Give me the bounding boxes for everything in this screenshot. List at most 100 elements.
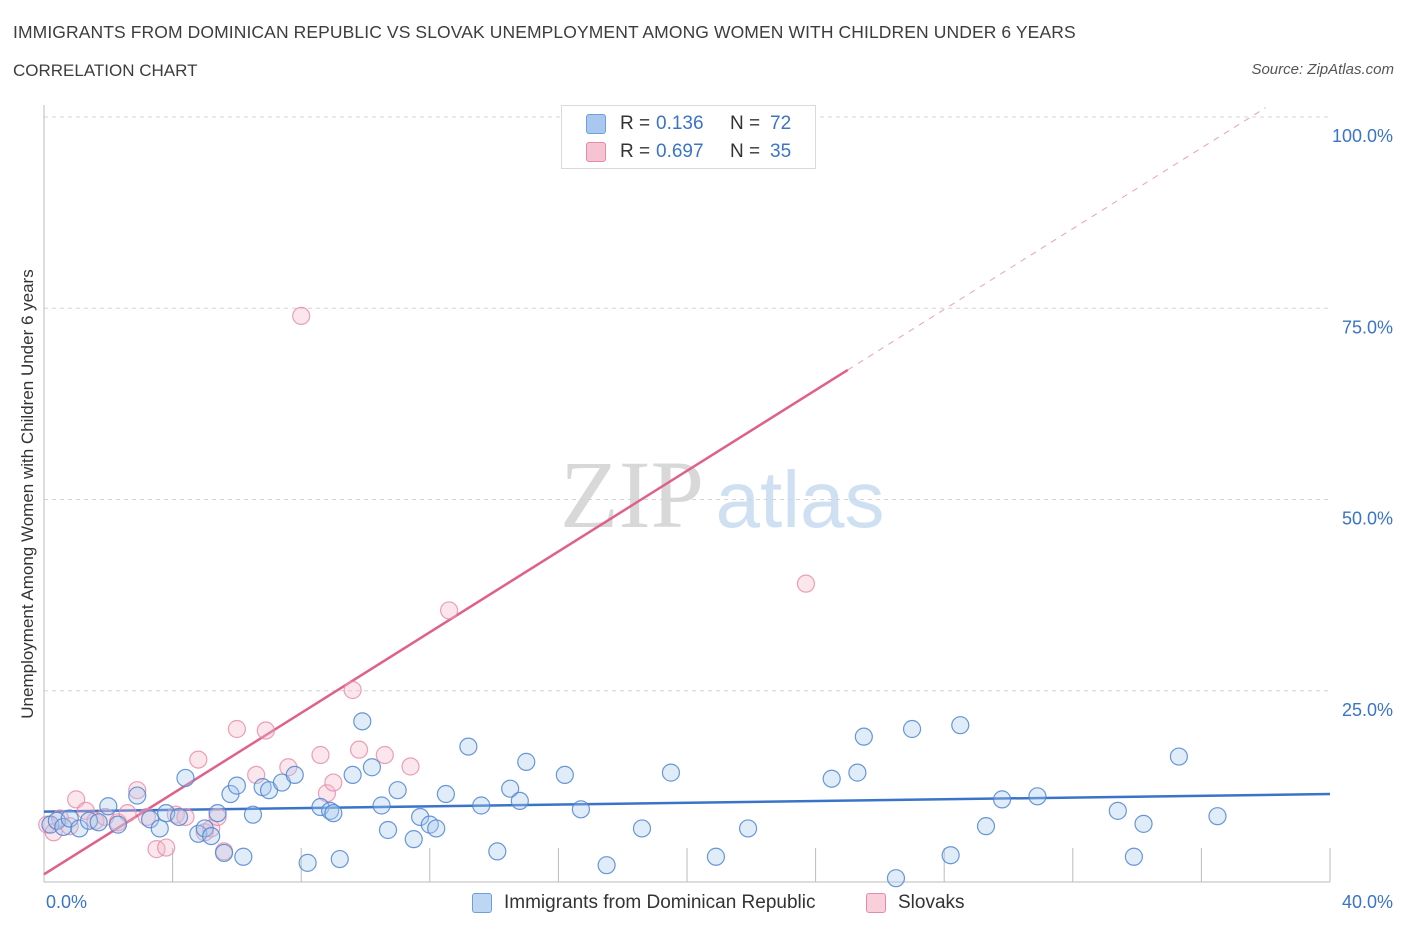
- legend-r-label: R =: [620, 113, 651, 134]
- dominican-point: [321, 801, 340, 820]
- dominican-point: [176, 768, 195, 788]
- slovaks-point: [157, 838, 176, 857]
- dominican-point: [1208, 807, 1227, 826]
- legend-n-value: 72: [770, 113, 792, 134]
- legend-n-label: N =: [730, 113, 761, 134]
- dominican-point: [108, 815, 128, 834]
- legend-swatch-dominican: [472, 893, 492, 913]
- dominican-point: [404, 830, 423, 849]
- slovaks-point: [349, 740, 369, 759]
- legend-r-value: 0.136: [656, 113, 704, 134]
- legend-swatch-dominican: [586, 114, 606, 134]
- legend-n-label: N =: [730, 141, 761, 162]
- chart-subtitle: CORRELATION CHART: [13, 61, 198, 80]
- legend-item-dominican[interactable]: Immigrants from Dominican Republic: [472, 890, 816, 916]
- dominican-point: [501, 779, 520, 798]
- legend-r-label: R =: [620, 141, 651, 162]
- dominican-point: [941, 846, 960, 865]
- dominican-point: [886, 869, 906, 888]
- dominican-point: [362, 758, 382, 777]
- source-label: Source: ZipAtlas.com: [1251, 61, 1394, 78]
- dominican-point: [992, 790, 1012, 809]
- slovaks-point: [324, 773, 343, 792]
- dominican-point: [378, 820, 398, 840]
- y-axis-label: Unemployment Among Women with Children U…: [18, 269, 37, 719]
- dominican-point: [60, 809, 79, 828]
- dominican-point: [353, 712, 372, 731]
- y-tick-label: 50.0%: [1342, 509, 1393, 529]
- slovaks-point: [343, 680, 362, 700]
- slovaks-trend-extension: [847, 107, 1266, 371]
- dominican-point: [70, 819, 89, 838]
- y-tick-label: 75.0%: [1342, 317, 1393, 337]
- legend-label-dominican: Immigrants from Dominican Republic: [504, 892, 816, 913]
- y-tick-label: 25.0%: [1342, 700, 1393, 720]
- axes: [43, 105, 1331, 883]
- x-tick-label: 0.0%: [46, 892, 87, 912]
- slovaks-point: [176, 807, 195, 827]
- dominican-point: [227, 776, 246, 795]
- dominican-point: [285, 765, 304, 785]
- stats-legend: R = 0.136 N = 72 R = 0.697 N = 35: [561, 105, 816, 169]
- dominican-point: [89, 813, 108, 832]
- slovaks-point: [796, 574, 816, 593]
- slovaks-point: [128, 781, 147, 800]
- dominican-point: [243, 805, 263, 824]
- dominican-point: [1169, 747, 1188, 766]
- dominican-point: [706, 847, 726, 866]
- legend-r-value: 0.697: [656, 141, 704, 162]
- dominican-point: [234, 847, 253, 866]
- slovaks-point: [256, 721, 275, 740]
- dominican-point: [169, 807, 189, 827]
- dominican-point: [1124, 847, 1143, 866]
- dominican-point: [411, 807, 430, 827]
- dominican-point: [488, 842, 507, 861]
- y-tick-label: 100.0%: [1332, 126, 1393, 146]
- dominican-point: [510, 791, 529, 811]
- slovaks-point: [311, 745, 330, 765]
- legend-row-dominican: R = 0.136 N = 72: [586, 112, 791, 136]
- dominican-point: [324, 804, 343, 823]
- legend-row-slovaks: R = 0.697 N = 35: [586, 140, 791, 164]
- dominican-point: [372, 796, 391, 815]
- dominican-point: [976, 817, 996, 836]
- dominican-point: [343, 765, 362, 785]
- dominican-point: [738, 819, 758, 838]
- dominican-point: [1108, 801, 1127, 820]
- dominican-point: [555, 765, 574, 785]
- chart-title: IMMIGRANTS FROM DOMINICAN REPUBLIC VS SL…: [13, 22, 1076, 42]
- dominican-point: [128, 786, 147, 805]
- dominican-point: [848, 763, 867, 782]
- slovaks-point: [137, 807, 156, 827]
- dominican-point: [150, 819, 169, 838]
- watermark: ZIP atlas: [560, 441, 884, 548]
- dominican-point: [1028, 787, 1047, 806]
- dominican-point: [208, 804, 227, 823]
- legend-label-slovaks: Slovaks: [898, 892, 965, 913]
- legend-swatch-slovaks: [586, 142, 606, 162]
- slovaks-point: [439, 601, 459, 620]
- dominican-point: [902, 719, 922, 739]
- dominican-point: [436, 784, 455, 804]
- dominican-point: [202, 826, 221, 846]
- dominican-point: [472, 796, 491, 815]
- dominican-point: [214, 843, 234, 863]
- dominican-point: [822, 769, 841, 788]
- dominican-point: [140, 810, 160, 829]
- dominican-point: [298, 853, 317, 872]
- slovaks-point: [208, 807, 227, 827]
- dominican-point: [1134, 814, 1153, 833]
- slovaks-point: [189, 750, 208, 769]
- dominican-point: [388, 781, 407, 800]
- slovaks-point: [227, 719, 246, 739]
- slovaks-point: [292, 306, 311, 325]
- dominican-point: [571, 800, 591, 819]
- grid-lines: [44, 116, 1330, 692]
- x-tick-label: 40.0%: [1342, 892, 1393, 912]
- dominican-point: [951, 716, 970, 735]
- legend-swatch-slovaks: [866, 893, 886, 913]
- slovaks-point: [375, 745, 394, 765]
- slovaks-point: [76, 801, 95, 820]
- legend-item-slovaks[interactable]: Slovaks: [866, 890, 965, 916]
